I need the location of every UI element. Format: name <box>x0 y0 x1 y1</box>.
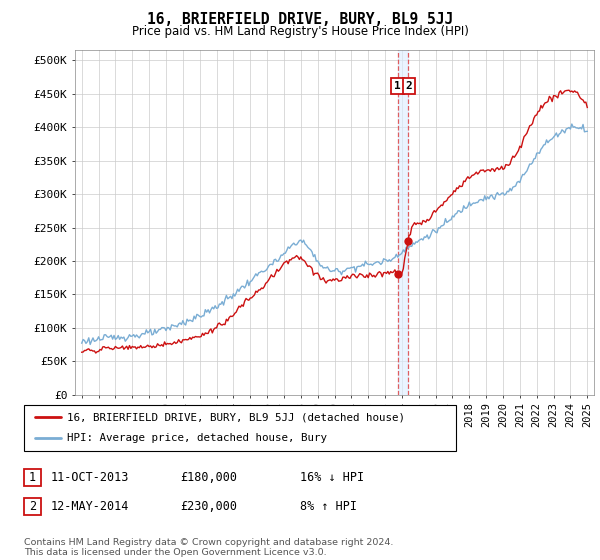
Text: HPI: Average price, detached house, Bury: HPI: Average price, detached house, Bury <box>67 433 327 444</box>
Text: 8% ↑ HPI: 8% ↑ HPI <box>300 500 357 514</box>
Text: 2: 2 <box>406 81 412 91</box>
Text: 11-OCT-2013: 11-OCT-2013 <box>51 470 130 484</box>
Text: 2: 2 <box>29 500 36 514</box>
Text: Price paid vs. HM Land Registry's House Price Index (HPI): Price paid vs. HM Land Registry's House … <box>131 25 469 38</box>
FancyBboxPatch shape <box>24 405 456 451</box>
Bar <box>398 50 408 395</box>
Text: 1: 1 <box>29 470 36 484</box>
FancyBboxPatch shape <box>24 469 41 486</box>
Text: 1: 1 <box>394 81 401 91</box>
Text: 12-MAY-2014: 12-MAY-2014 <box>51 500 130 514</box>
FancyBboxPatch shape <box>24 498 41 515</box>
Text: 16% ↓ HPI: 16% ↓ HPI <box>300 470 364 484</box>
Text: Contains HM Land Registry data © Crown copyright and database right 2024.
This d: Contains HM Land Registry data © Crown c… <box>24 538 394 557</box>
Text: 16, BRIERFIELD DRIVE, BURY, BL9 5JJ: 16, BRIERFIELD DRIVE, BURY, BL9 5JJ <box>147 12 453 27</box>
Text: 16, BRIERFIELD DRIVE, BURY, BL9 5JJ (detached house): 16, BRIERFIELD DRIVE, BURY, BL9 5JJ (det… <box>67 412 405 422</box>
Text: £230,000: £230,000 <box>180 500 237 514</box>
Text: £180,000: £180,000 <box>180 470 237 484</box>
